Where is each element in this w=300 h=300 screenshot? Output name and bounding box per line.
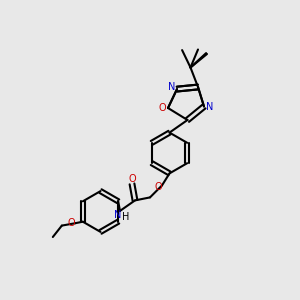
Text: N: N [168,82,175,92]
Text: O: O [128,174,136,184]
Text: O: O [154,182,162,192]
Text: O: O [159,103,167,113]
Text: N: N [114,209,121,220]
Text: N: N [206,101,213,112]
Text: O: O [67,218,75,228]
Text: H: H [122,212,130,222]
